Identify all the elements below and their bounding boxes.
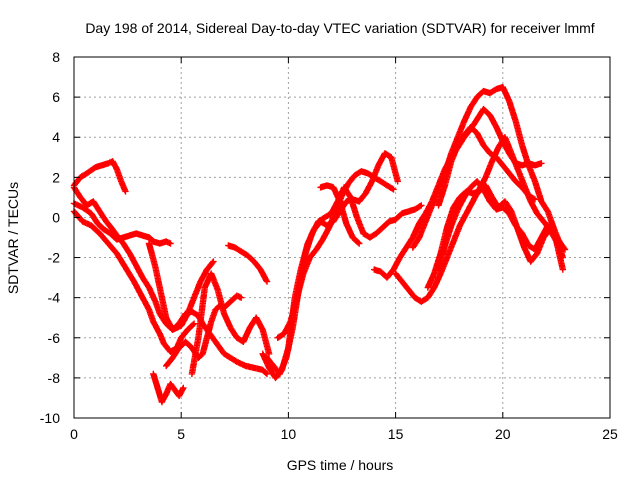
x-tick-label: 5 (177, 426, 185, 442)
series-marks (188, 270, 273, 378)
series-marks (435, 178, 569, 273)
y-tick-label: 4 (52, 129, 60, 145)
chart-title: Day 198 of 2014, Sidereal Day-to-day VTE… (85, 20, 594, 36)
y-tick-label: -2 (48, 250, 61, 266)
y-tick-label: -6 (48, 330, 61, 346)
y-tick-label: 6 (52, 89, 60, 105)
x-tick-label: 15 (388, 426, 404, 442)
series-track-5 (145, 234, 174, 247)
data-points (70, 83, 569, 406)
series-track-20 (435, 124, 539, 209)
x-tick-label: 0 (70, 426, 78, 442)
series-marks (317, 182, 363, 247)
x-tick-label: 25 (602, 426, 618, 442)
y-tick-label: 0 (52, 209, 60, 225)
series-marks (225, 242, 271, 285)
series-track-7 (150, 370, 187, 406)
x-tick-label: 10 (281, 426, 297, 442)
y-tick-label: -8 (48, 370, 61, 386)
y-tick-label: 8 (52, 49, 60, 65)
series-marks (150, 370, 187, 406)
y-tick-label: 2 (52, 169, 60, 185)
series-track-9 (188, 270, 273, 378)
series-track-14 (317, 182, 363, 247)
series-track-19 (435, 178, 569, 273)
y-axis-label: SDTVAR / TECUs (5, 182, 21, 294)
x-axis-label: GPS time / hours (287, 457, 394, 473)
y-tick-label: -10 (40, 410, 60, 426)
series-track-10 (225, 242, 271, 285)
y-tick-label: -4 (48, 290, 61, 306)
plot-frame (73, 56, 611, 419)
series-marks (145, 234, 174, 247)
x-tick-label: 20 (495, 426, 511, 442)
axis-ticks: 0 5 10 15 20 25 -10 -8 -6 -4 -2 0 2 4 6 8 (40, 49, 618, 442)
series-marks (435, 124, 539, 209)
